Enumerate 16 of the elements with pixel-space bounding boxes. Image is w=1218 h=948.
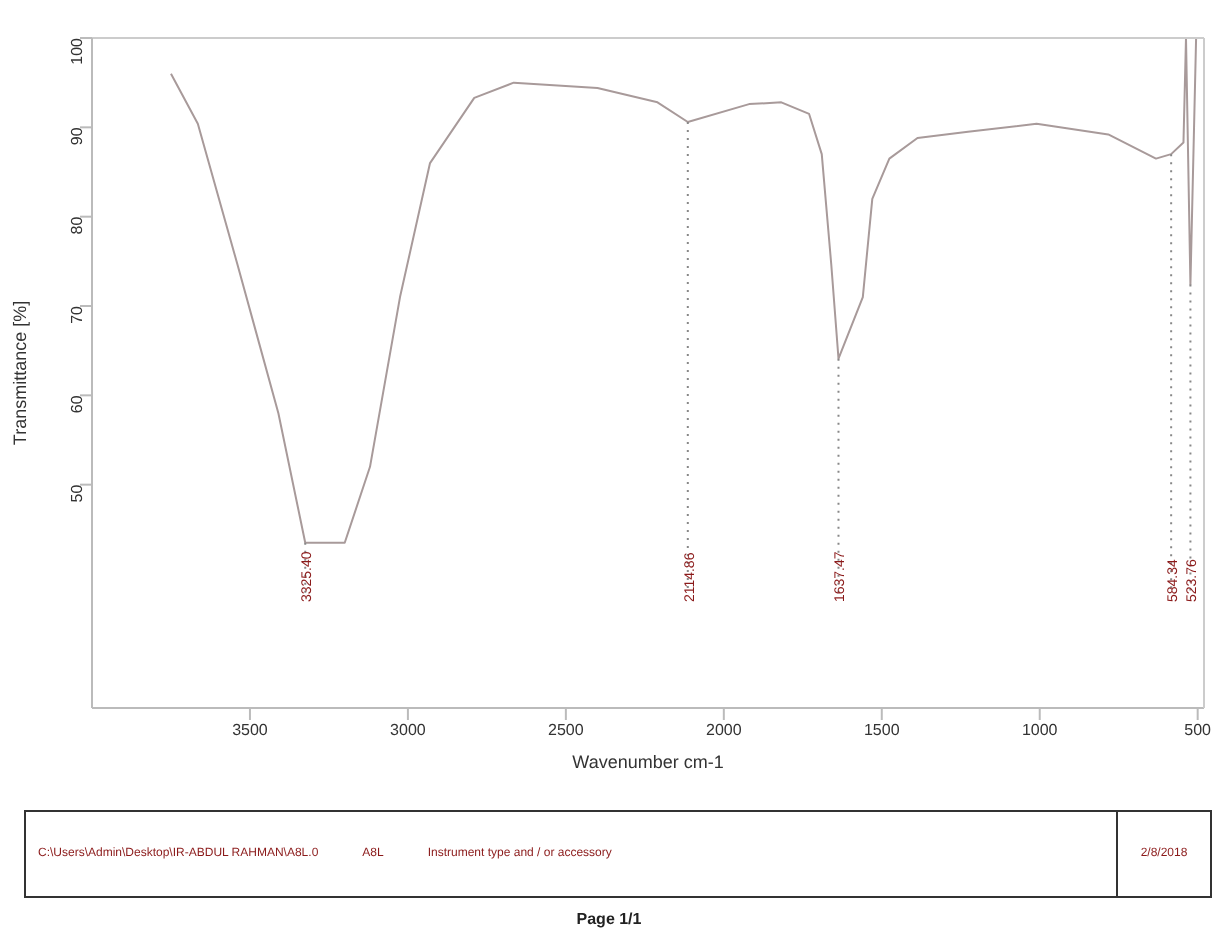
- x-tick-label: 3500: [232, 721, 269, 740]
- x-tick-label: 2000: [706, 721, 743, 740]
- y-axis-title: Transmittance [%]: [10, 300, 31, 446]
- y-tick-label: 60: [67, 394, 86, 414]
- y-tick-label: 100: [67, 36, 86, 65]
- x-axis-title: Wavenumber cm-1: [572, 752, 724, 772]
- text: Page 1/1: [574, 910, 644, 928]
- y-tick-label: 80: [67, 215, 86, 235]
- x-tick-label: 2500: [548, 721, 585, 740]
- x-tick-label: 1000: [1021, 721, 1059, 740]
- y-tick-label: 50: [67, 483, 86, 503]
- x-tick-label: 1500: [863, 721, 901, 740]
- x-tick-label: 3000: [390, 721, 427, 740]
- y-tick-label: 70: [67, 304, 86, 324]
- x-tick-label: 500: [1184, 721, 1213, 740]
- y-tick-label: 90: [67, 126, 86, 146]
